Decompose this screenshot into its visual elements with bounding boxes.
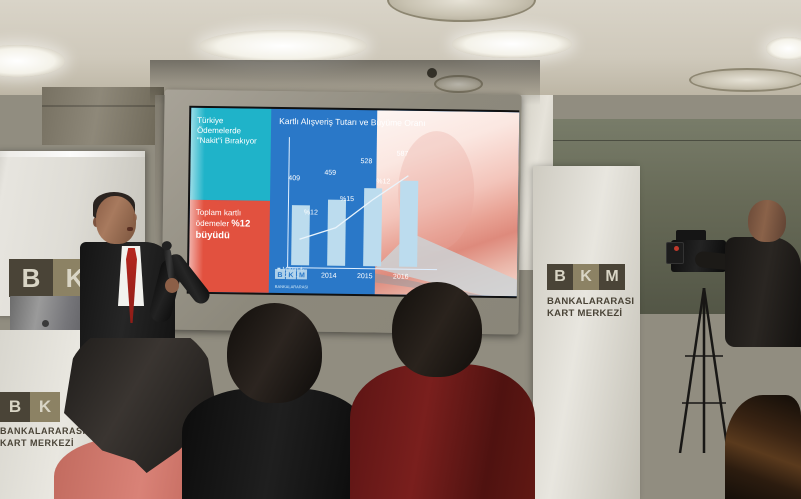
svg-text:M: M (299, 272, 305, 279)
svg-text:B: B (277, 272, 282, 279)
svg-text:K: K (288, 272, 293, 279)
svg-text:BANKALARARASI: BANKALARARASI (275, 284, 308, 289)
